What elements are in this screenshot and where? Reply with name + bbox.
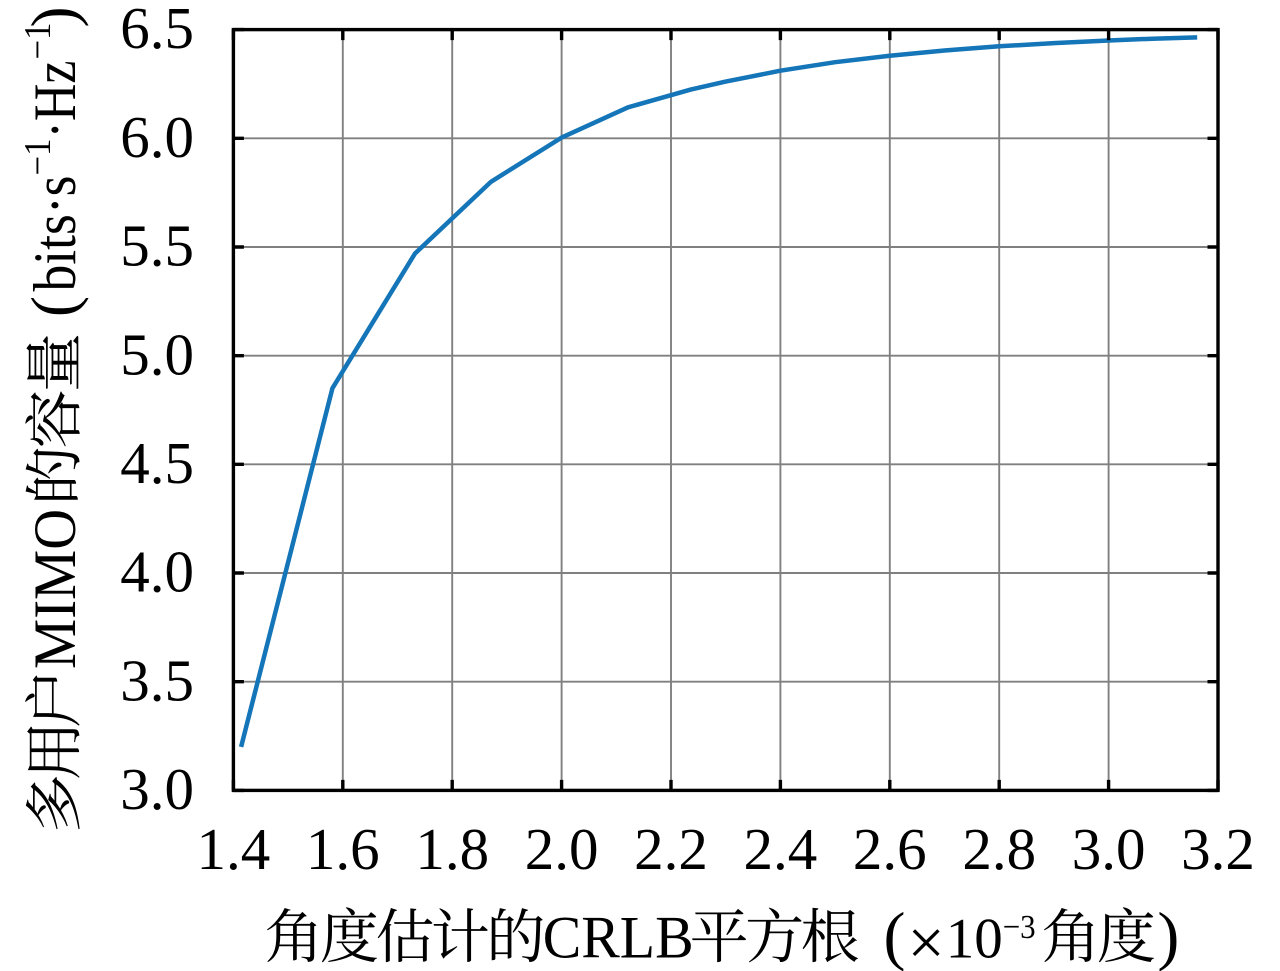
svg-text:2.4: 2.4 bbox=[744, 816, 818, 882]
svg-text:1.6: 1.6 bbox=[306, 816, 380, 882]
svg-text:MIMO: MIMO bbox=[22, 509, 88, 669]
svg-text:CRLB: CRLB bbox=[543, 905, 694, 971]
svg-text:2.8: 2.8 bbox=[962, 816, 1036, 882]
svg-text:2.0: 2.0 bbox=[525, 816, 599, 882]
svg-text:3.0: 3.0 bbox=[1072, 816, 1146, 882]
svg-text:5.5: 5.5 bbox=[120, 213, 194, 279]
svg-text:bits·s: bits·s bbox=[22, 176, 88, 292]
svg-text:3.0: 3.0 bbox=[120, 756, 194, 822]
svg-text:(: ( bbox=[19, 296, 89, 317]
svg-text:−1: −1 bbox=[17, 23, 59, 60]
svg-text:3.5: 3.5 bbox=[120, 647, 194, 713]
svg-text:3.2: 3.2 bbox=[1181, 816, 1255, 882]
svg-text:(: ( bbox=[884, 900, 906, 971]
svg-text:1.8: 1.8 bbox=[415, 816, 489, 882]
svg-text:5.0: 5.0 bbox=[120, 321, 194, 387]
svg-text:6.0: 6.0 bbox=[120, 104, 194, 170]
svg-text:2.2: 2.2 bbox=[634, 816, 708, 882]
svg-text:): ) bbox=[19, 7, 89, 28]
svg-text:4.0: 4.0 bbox=[120, 539, 194, 605]
svg-text:2.6: 2.6 bbox=[853, 816, 927, 882]
svg-text:−1: −1 bbox=[17, 139, 59, 176]
svg-text:4.5: 4.5 bbox=[120, 430, 194, 496]
svg-text:6.5: 6.5 bbox=[120, 0, 194, 61]
svg-text:−3: −3 bbox=[1003, 909, 1036, 946]
svg-text:): ) bbox=[1157, 900, 1179, 971]
svg-text:10: 10 bbox=[946, 908, 1003, 971]
svg-text:·Hz: ·Hz bbox=[22, 61, 88, 139]
svg-text:1.4: 1.4 bbox=[197, 816, 271, 882]
svg-text:×: × bbox=[908, 907, 945, 971]
